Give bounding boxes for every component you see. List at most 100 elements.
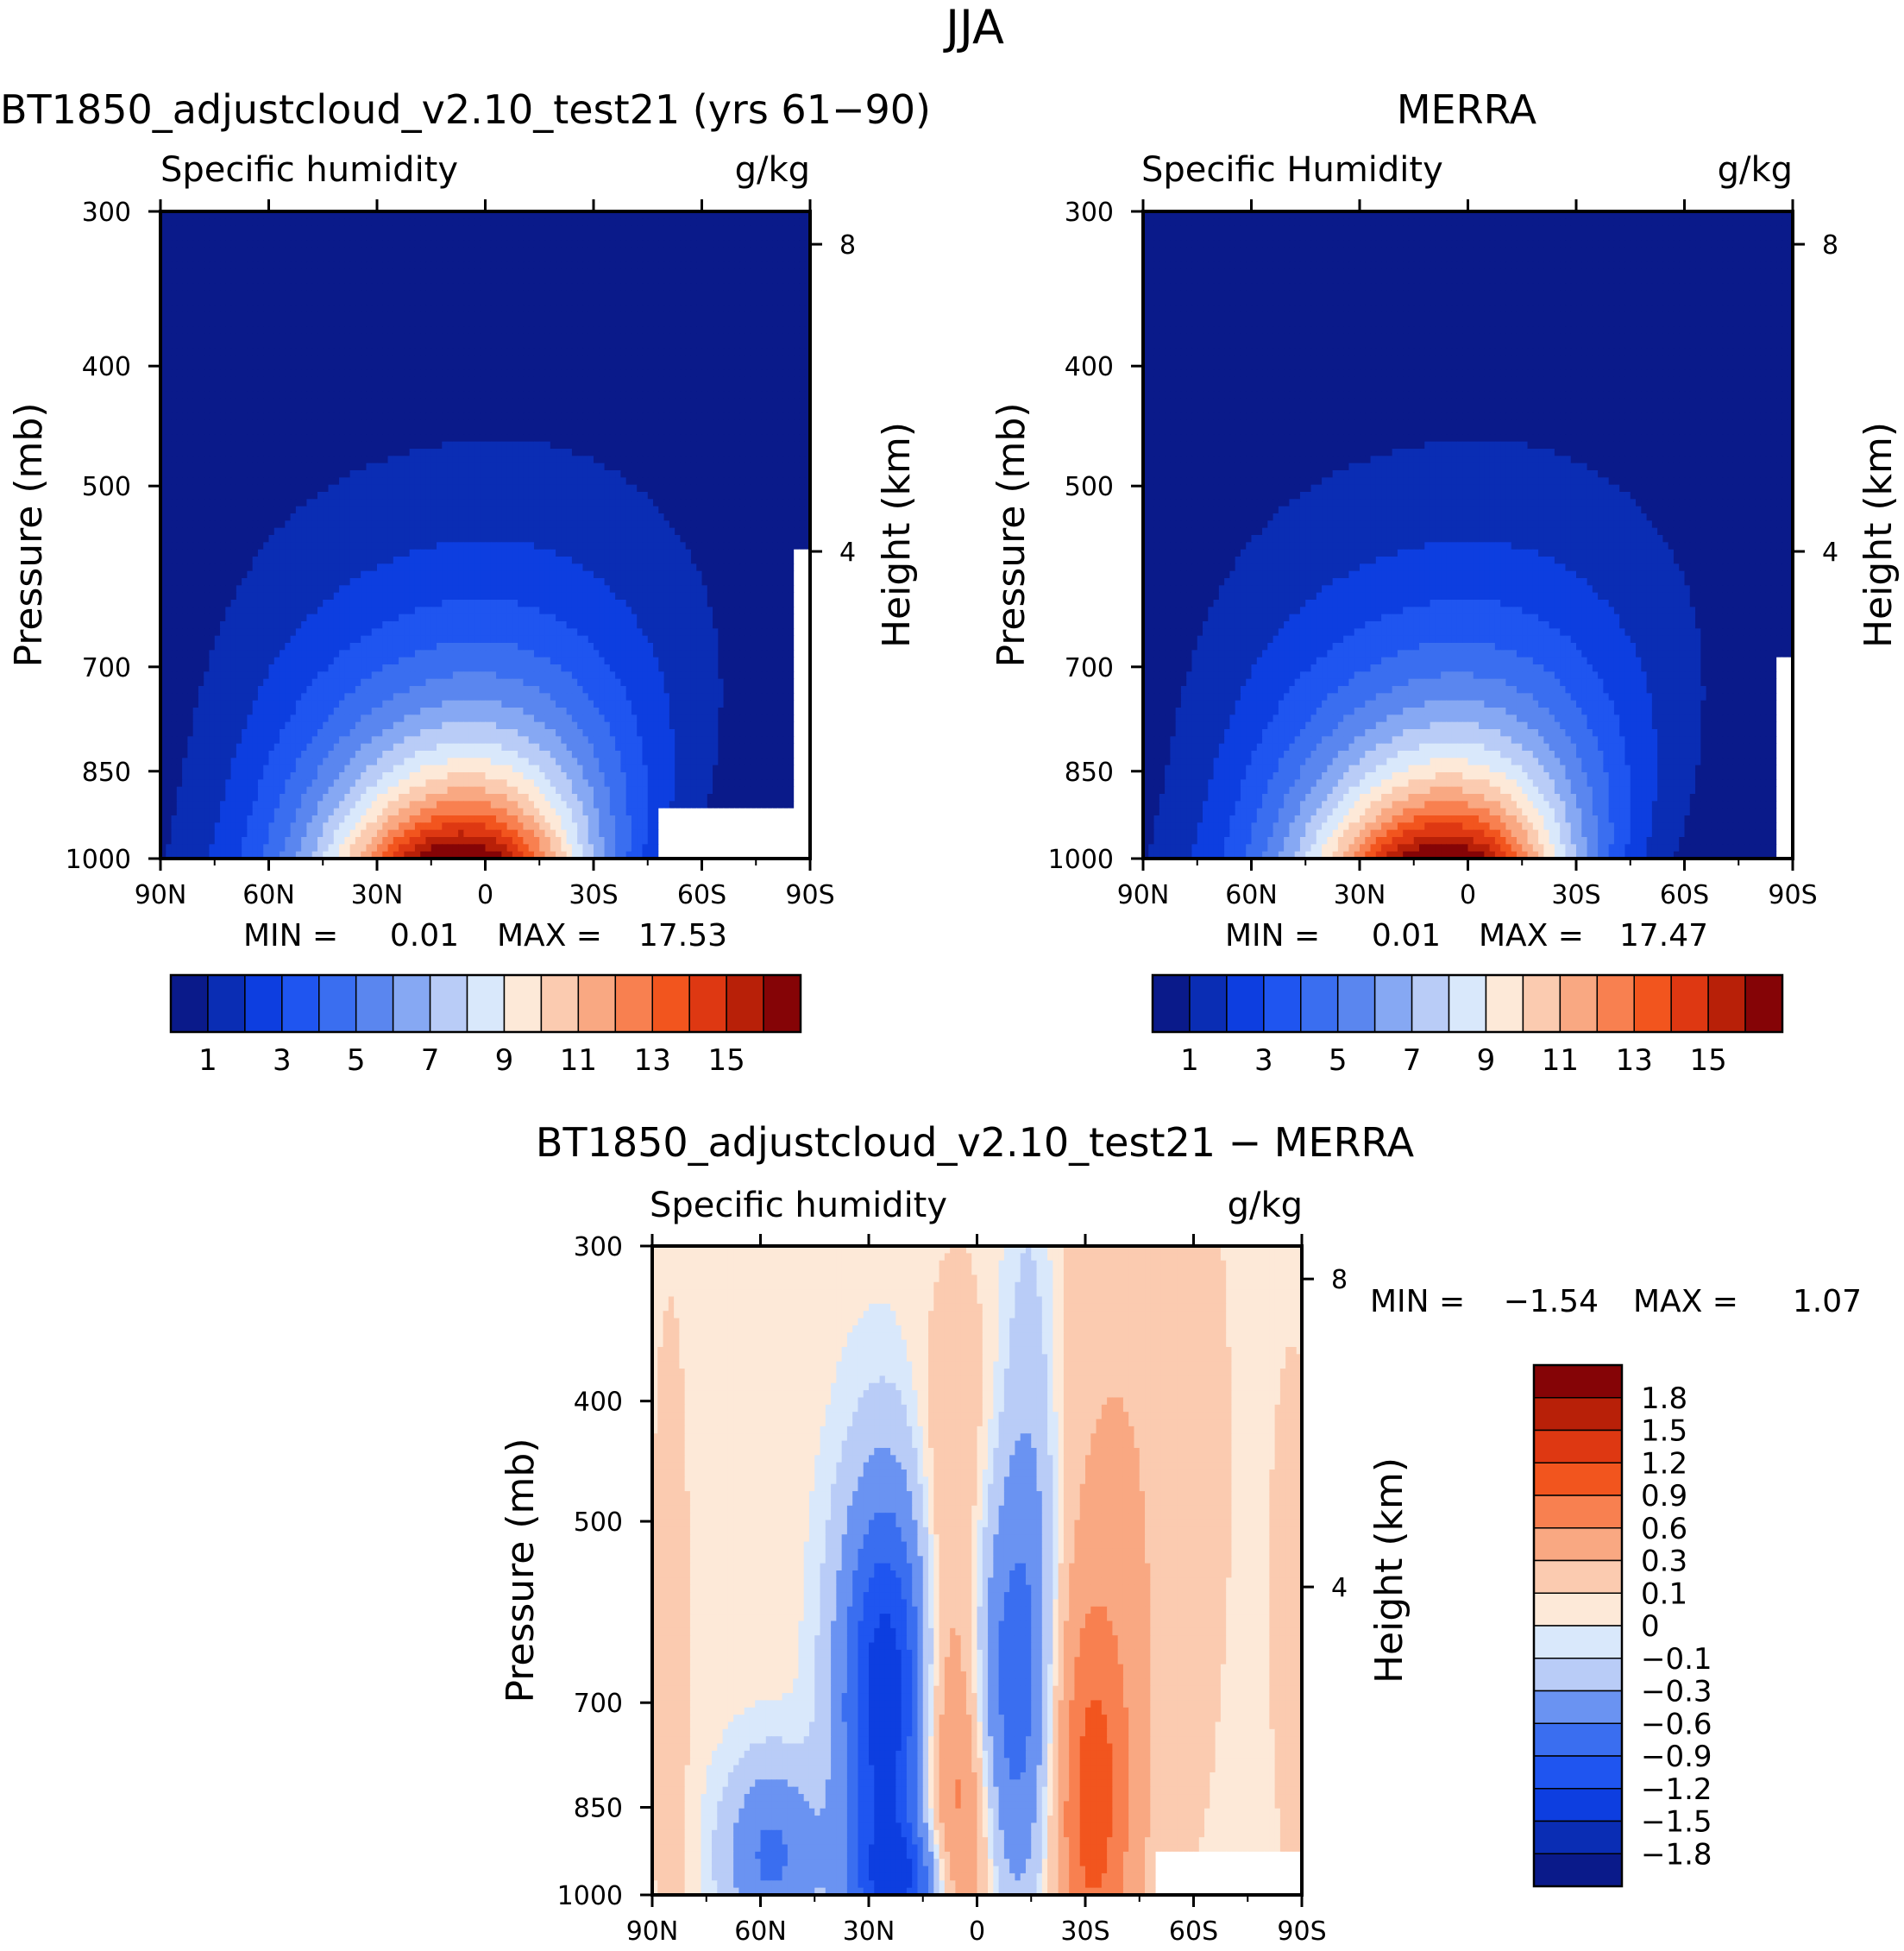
field-cell bbox=[311, 384, 318, 392]
field-cell bbox=[745, 477, 751, 486]
field-cell bbox=[371, 247, 378, 255]
field-cell bbox=[496, 434, 502, 443]
field-cell bbox=[647, 477, 654, 486]
field-cell bbox=[756, 463, 763, 471]
field-cell bbox=[382, 434, 389, 443]
field-cell bbox=[176, 247, 183, 255]
field-cell bbox=[339, 319, 345, 327]
field-cell bbox=[766, 456, 773, 464]
field-cell bbox=[306, 283, 313, 292]
field-cell bbox=[685, 463, 692, 471]
field-cell bbox=[252, 326, 259, 335]
field-cell bbox=[273, 449, 280, 456]
field-cell bbox=[566, 276, 573, 284]
field-cell bbox=[707, 484, 713, 493]
field-cell bbox=[609, 434, 616, 443]
field-cell bbox=[366, 312, 373, 320]
field-cell bbox=[750, 463, 757, 471]
field-cell bbox=[306, 341, 313, 349]
field-cell bbox=[263, 283, 270, 292]
field-cell bbox=[204, 369, 211, 378]
field-cell bbox=[723, 463, 730, 471]
field-cell bbox=[599, 406, 606, 413]
field-cell bbox=[268, 376, 275, 385]
field-cell bbox=[458, 492, 465, 500]
field-cell bbox=[647, 312, 654, 320]
field-cell bbox=[794, 427, 801, 435]
field-cell bbox=[777, 391, 784, 400]
field-cell bbox=[242, 441, 248, 450]
field-cell bbox=[468, 398, 475, 406]
field-cell bbox=[512, 268, 518, 277]
field-cell bbox=[501, 233, 508, 241]
field-cell bbox=[377, 355, 383, 363]
field-cell bbox=[209, 412, 216, 421]
field-cell bbox=[739, 406, 746, 413]
field-cell bbox=[204, 225, 211, 234]
field-cell bbox=[718, 419, 725, 428]
field-cell bbox=[377, 341, 383, 349]
field-cell bbox=[382, 463, 389, 471]
field-cell bbox=[257, 484, 264, 493]
field-cell bbox=[556, 348, 562, 356]
field-cell bbox=[604, 348, 611, 356]
field-cell bbox=[571, 225, 578, 234]
field-cell bbox=[501, 376, 508, 385]
field-cell bbox=[539, 398, 546, 406]
field-cell bbox=[685, 319, 692, 327]
field-cell bbox=[561, 268, 568, 277]
field-cell bbox=[290, 376, 297, 385]
field-cell bbox=[750, 276, 757, 284]
field-cell bbox=[496, 499, 502, 507]
field-cell bbox=[393, 276, 399, 284]
field-cell bbox=[761, 240, 768, 249]
field-cell bbox=[382, 305, 389, 313]
field-cell bbox=[317, 355, 324, 363]
field-cell bbox=[713, 477, 719, 486]
field-cell bbox=[452, 255, 459, 262]
field-cell bbox=[539, 268, 546, 277]
field-cell bbox=[474, 391, 481, 400]
field-cell bbox=[512, 290, 518, 299]
field-cell bbox=[355, 268, 361, 277]
field-cell bbox=[696, 369, 703, 378]
field-cell bbox=[680, 341, 687, 349]
field-cell bbox=[582, 412, 589, 421]
field-cell bbox=[452, 225, 459, 234]
field-cell bbox=[220, 434, 226, 443]
field-cell bbox=[171, 477, 178, 486]
field-cell bbox=[447, 319, 454, 327]
field-cell bbox=[355, 463, 361, 471]
field-cell bbox=[404, 456, 411, 464]
field-cell bbox=[777, 333, 784, 342]
field-cell bbox=[620, 499, 627, 507]
field-cell bbox=[594, 427, 600, 435]
field-cell bbox=[273, 384, 280, 392]
field-cell bbox=[777, 233, 784, 241]
field-cell bbox=[756, 305, 763, 313]
field-cell bbox=[577, 484, 584, 493]
field-cell bbox=[214, 355, 221, 363]
field-cell bbox=[187, 484, 194, 493]
field-cell bbox=[204, 333, 211, 342]
field-cell bbox=[242, 255, 248, 262]
field-cell bbox=[571, 419, 578, 428]
field-cell bbox=[506, 247, 513, 255]
field-cell bbox=[685, 341, 692, 349]
field-cell bbox=[290, 261, 297, 270]
field-cell bbox=[701, 211, 708, 219]
field-cell bbox=[425, 290, 432, 299]
field-cell bbox=[409, 406, 416, 413]
field-cell bbox=[268, 355, 275, 363]
field-cell bbox=[242, 369, 248, 378]
field-cell bbox=[361, 427, 368, 435]
field-cell bbox=[761, 233, 768, 241]
field-cell bbox=[599, 283, 606, 292]
field-cell bbox=[382, 268, 389, 277]
field-cell bbox=[323, 312, 330, 320]
field-cell bbox=[647, 362, 654, 370]
field-cell bbox=[349, 218, 356, 227]
field-cell bbox=[198, 492, 204, 500]
field-cell bbox=[323, 484, 330, 493]
field-cell bbox=[480, 233, 487, 241]
